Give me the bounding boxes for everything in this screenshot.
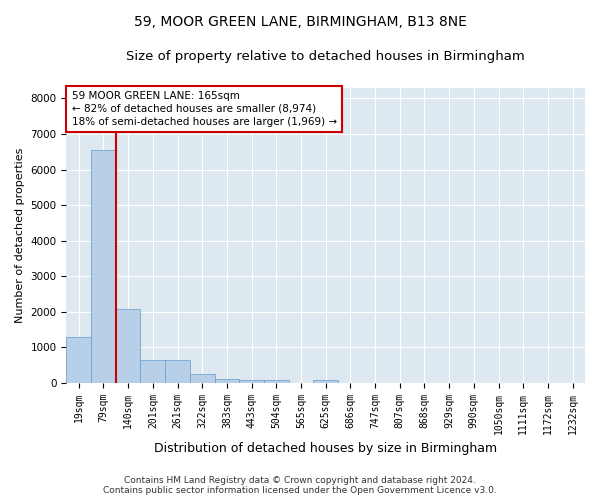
Text: 59, MOOR GREEN LANE, BIRMINGHAM, B13 8NE: 59, MOOR GREEN LANE, BIRMINGHAM, B13 8NE bbox=[134, 15, 466, 29]
Bar bbox=[165, 360, 190, 383]
Text: Contains HM Land Registry data © Crown copyright and database right 2024.
Contai: Contains HM Land Registry data © Crown c… bbox=[103, 476, 497, 495]
Bar bbox=[264, 380, 289, 383]
X-axis label: Distribution of detached houses by size in Birmingham: Distribution of detached houses by size … bbox=[154, 442, 497, 455]
Bar bbox=[190, 374, 215, 383]
Bar bbox=[116, 309, 140, 383]
Bar bbox=[313, 380, 338, 383]
Y-axis label: Number of detached properties: Number of detached properties bbox=[15, 148, 25, 323]
Bar bbox=[215, 378, 239, 383]
Bar bbox=[140, 360, 165, 383]
Bar bbox=[239, 380, 264, 383]
Bar bbox=[91, 150, 116, 383]
Bar bbox=[67, 336, 91, 383]
Title: Size of property relative to detached houses in Birmingham: Size of property relative to detached ho… bbox=[127, 50, 525, 63]
Text: 59 MOOR GREEN LANE: 165sqm
← 82% of detached houses are smaller (8,974)
18% of s: 59 MOOR GREEN LANE: 165sqm ← 82% of deta… bbox=[71, 90, 337, 127]
